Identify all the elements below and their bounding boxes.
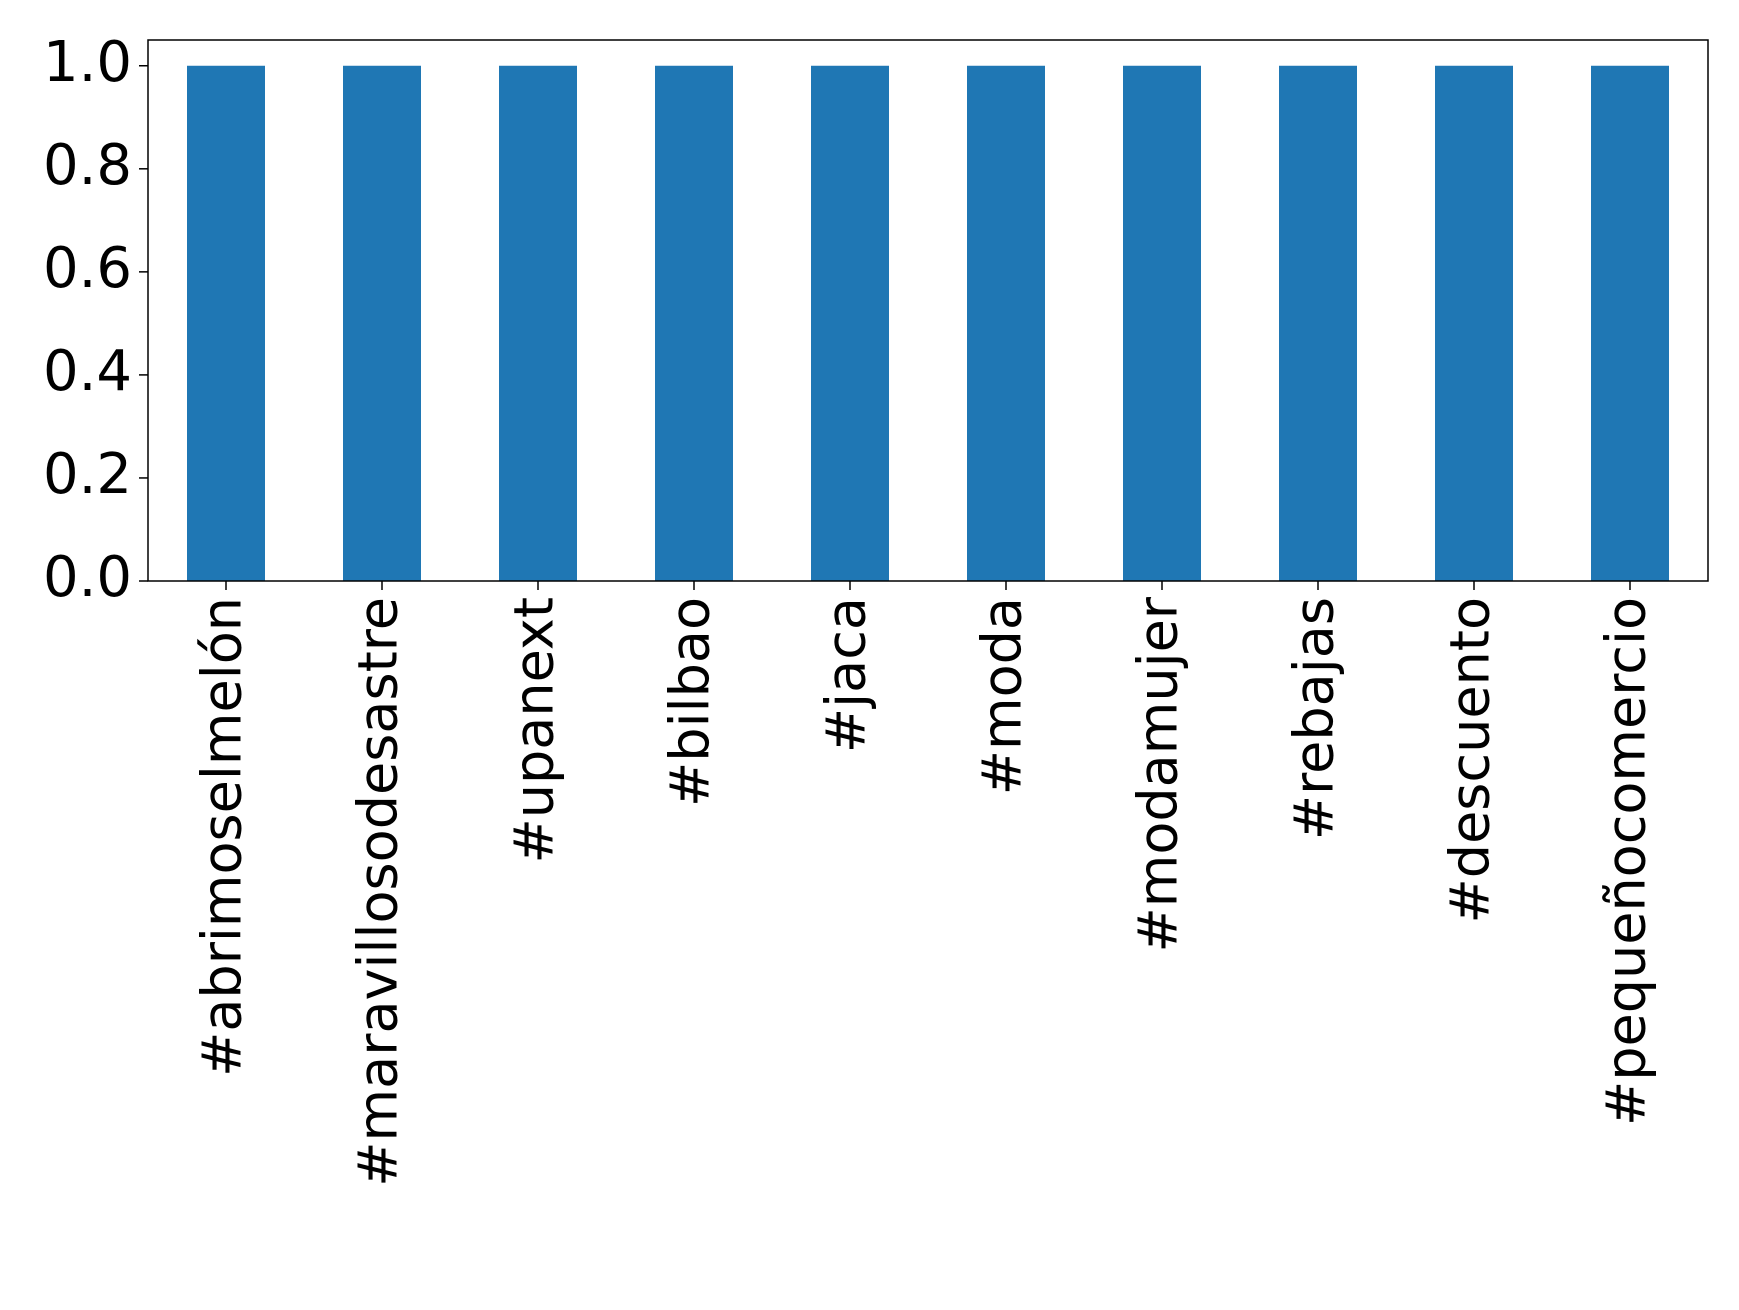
bar — [811, 65, 889, 581]
y-tick-label: 1.0 — [43, 30, 132, 95]
plot-frame — [147, 39, 1709, 582]
x-tick-label: #jaca — [815, 597, 878, 753]
x-tick-label: #modamujer — [1127, 596, 1190, 952]
bar — [1591, 65, 1669, 581]
x-tick-label: #upanext — [503, 597, 566, 863]
x-tick-label: #abrimoselmelón — [191, 597, 254, 1077]
x-tick-label: #maravillosodesastre — [347, 597, 410, 1187]
bar — [1279, 65, 1357, 581]
x-tick-label: #pequeñocomercio — [1595, 597, 1658, 1126]
bar — [1435, 65, 1513, 581]
y-tick-label: 0.8 — [43, 133, 132, 198]
bar — [967, 65, 1045, 581]
bar — [655, 65, 733, 581]
bar — [187, 65, 265, 581]
bar — [343, 65, 421, 581]
y-tick-label: 0.4 — [43, 339, 132, 404]
x-tick-label: #rebajas — [1283, 597, 1346, 840]
bar — [499, 65, 577, 581]
x-tick-label: #bilbao — [659, 597, 722, 807]
y-tick-label: 0.0 — [43, 545, 132, 610]
bar — [1123, 65, 1201, 581]
x-tick-label: #descuento — [1439, 597, 1502, 923]
y-tick-label: 0.2 — [43, 442, 132, 507]
y-tick-label: 0.6 — [43, 236, 132, 301]
x-tick-label: #moda — [971, 597, 1034, 795]
